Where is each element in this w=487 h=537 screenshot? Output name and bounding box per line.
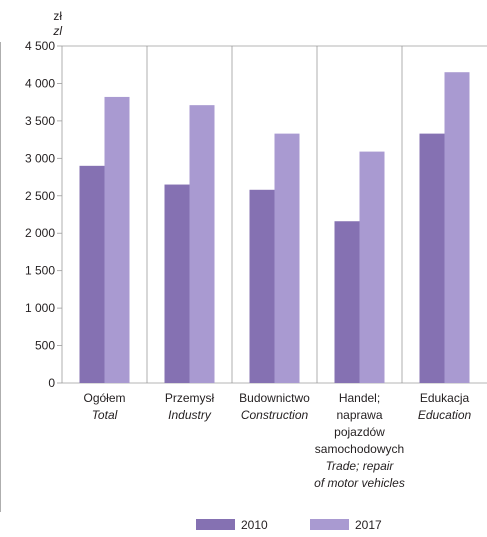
category-label-en: Total xyxy=(92,408,118,422)
category-label-pl: Przemysł xyxy=(165,391,215,405)
bar-2010 xyxy=(249,189,275,383)
category-label-pl: samochodowych xyxy=(315,442,404,456)
unit-label-en: zl xyxy=(52,24,62,38)
bar-2017 xyxy=(189,105,215,383)
bar-2017 xyxy=(274,133,300,383)
legend-label-2017: 2017 xyxy=(355,518,382,532)
category-label-pl: pojazdów xyxy=(334,425,385,439)
bar-2010 xyxy=(334,221,360,383)
y-tick-label: 4 000 xyxy=(25,76,55,90)
y-tick-label: 500 xyxy=(35,339,55,353)
y-tick-label: 2 500 xyxy=(25,189,55,203)
bar-2010 xyxy=(164,184,190,383)
legend-swatch-2017 xyxy=(310,519,349,530)
category-label-pl: Handel; xyxy=(339,391,380,405)
unit-label-pl: zł xyxy=(53,9,62,23)
bar-2017 xyxy=(444,72,470,383)
category-label-pl: naprawa xyxy=(336,408,382,422)
category-label-pl: Ogółem xyxy=(83,391,125,405)
category-label-pl: Edukacja xyxy=(420,391,470,405)
bars xyxy=(79,72,470,384)
legend-label-2010: 2010 xyxy=(241,518,268,532)
category-label-pl: Budownictwo xyxy=(239,391,310,405)
category-label-en: Industry xyxy=(168,408,212,422)
unit-label: zł zl xyxy=(52,9,62,38)
left-edge-line xyxy=(0,42,1,512)
x-axis-labels: Ogółem Total Przemysł Industry Budownictwo Co… xyxy=(83,391,471,490)
category-label-en: Construction xyxy=(241,408,309,422)
legend: 2010 2017 xyxy=(196,518,382,532)
category-label-en: Trade; repair xyxy=(326,459,395,473)
bar-2010 xyxy=(419,133,445,383)
y-tick-label: 1 500 xyxy=(25,264,55,278)
y-tick-label: 0 xyxy=(48,376,55,390)
y-tick-label: 3 500 xyxy=(25,114,55,128)
category-label-en: Education xyxy=(418,408,472,422)
y-tick-label: 2 000 xyxy=(25,226,55,240)
legend-swatch-2010 xyxy=(196,519,235,530)
category-label-en: of motor vehicles xyxy=(314,476,405,490)
y-tick-label: 4 500 xyxy=(25,39,55,53)
chart-frame xyxy=(0,42,487,512)
y-tick-label: 1 000 xyxy=(25,301,55,315)
bar-2010 xyxy=(79,165,105,383)
bar-2017 xyxy=(359,151,385,383)
bar-2017 xyxy=(104,96,130,384)
y-tick-label: 3 000 xyxy=(25,151,55,165)
y-axis: 0 500 1 000 1 500 2 000 2 500 3 000 3 500 4 000 4… xyxy=(25,39,62,390)
